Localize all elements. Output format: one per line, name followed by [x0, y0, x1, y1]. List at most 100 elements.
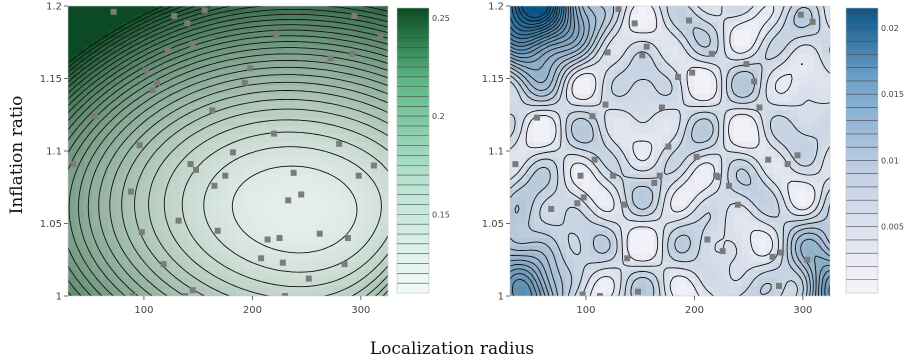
sample-point: [512, 161, 519, 168]
field-cell: [356, 190, 365, 199]
field-cell: [686, 78, 695, 87]
field-cell: [108, 254, 117, 263]
field-cell: [726, 166, 735, 175]
field-cell: [164, 54, 173, 63]
field-cell: [742, 206, 751, 215]
field-cell: [710, 182, 719, 191]
sample-point: [639, 52, 646, 59]
field-cell: [244, 38, 253, 47]
field-cell: [84, 102, 93, 111]
field-cell: [252, 30, 261, 39]
field-cell: [116, 286, 125, 295]
field-cell: [750, 278, 759, 287]
field-cell: [316, 198, 325, 207]
field-cell: [726, 134, 735, 143]
field-cell: [308, 30, 317, 39]
field-cell: [204, 230, 213, 239]
field-cell: [510, 54, 519, 63]
field-cell: [180, 70, 189, 79]
field-cell: [140, 262, 149, 271]
field-cell: [622, 158, 631, 167]
field-cell: [180, 246, 189, 255]
field-cell: [718, 38, 727, 47]
field-cell: [574, 102, 583, 111]
field-cell: [622, 294, 631, 296]
field-cell: [534, 174, 543, 183]
field-cell: [750, 222, 759, 231]
field-cell: [614, 22, 623, 31]
field-cell: [566, 246, 575, 255]
field-cell: [718, 22, 727, 31]
field-cell: [316, 270, 325, 279]
field-cell: [324, 198, 333, 207]
field-cell: [718, 206, 727, 215]
field-cell: [348, 262, 357, 271]
contour-line: [510, 6, 559, 32]
field-cell: [582, 190, 591, 199]
field-cell: [260, 126, 269, 135]
field-cell: [542, 174, 551, 183]
field-cell: [124, 46, 133, 55]
field-cell: [348, 102, 357, 111]
field-cell: [252, 206, 261, 215]
field-cell: [212, 86, 221, 95]
field-cell: [550, 190, 559, 199]
field-cell: [678, 6, 687, 15]
field-cell: [300, 254, 309, 263]
field-cell: [518, 174, 527, 183]
field-cell: [718, 70, 727, 79]
field-cell: [244, 30, 253, 39]
field-cell: [132, 254, 141, 263]
field-cell: [236, 142, 245, 151]
field-cell: [606, 222, 615, 231]
field-cell: [148, 126, 157, 135]
field-cell: [340, 166, 349, 175]
field-cell: [220, 246, 229, 255]
field-cell: [606, 62, 615, 71]
field-cell: [822, 150, 830, 159]
sample-point: [160, 261, 167, 268]
field-cell: [220, 118, 229, 127]
field-cell: [686, 286, 695, 295]
field-cell: [300, 110, 309, 119]
contour-line: [163, 119, 388, 296]
contour-line: [510, 6, 830, 296]
field-cell: [364, 174, 373, 183]
field-cell: [220, 14, 229, 23]
y-tick-label: 1.1: [488, 147, 504, 158]
field-cell: [276, 254, 285, 263]
field-cell: [726, 238, 735, 247]
field-cell: [284, 254, 293, 263]
field-cell: [814, 214, 823, 223]
field-cell: [308, 166, 317, 175]
field-cell: [798, 190, 807, 199]
field-cell: [550, 54, 559, 63]
field-cell: [156, 94, 165, 103]
field-cell: [308, 286, 317, 295]
field-cell: [372, 22, 381, 31]
field-cell: [212, 102, 221, 111]
field-cell: [638, 134, 647, 143]
field-cell: [814, 102, 823, 111]
field-cell: [252, 278, 261, 287]
field-cell: [638, 214, 647, 223]
field-cell: [324, 94, 333, 103]
field-cell: [236, 6, 245, 15]
field-cell: [156, 6, 165, 15]
field-cell: [316, 38, 325, 47]
field-cell: [758, 206, 767, 215]
field-cell: [172, 86, 181, 95]
field-cell: [790, 286, 799, 295]
field-cell: [646, 246, 655, 255]
field-cell: [518, 70, 527, 79]
field-cell: [742, 158, 751, 167]
field-cell: [774, 14, 783, 23]
contour-line: [510, 6, 830, 296]
field-cell: [172, 54, 181, 63]
sample-point: [70, 161, 77, 168]
field-cell: [140, 166, 149, 175]
field-cell: [324, 102, 333, 111]
field-cell: [550, 262, 559, 271]
field-cell: [140, 126, 149, 135]
field-cell: [822, 246, 830, 255]
